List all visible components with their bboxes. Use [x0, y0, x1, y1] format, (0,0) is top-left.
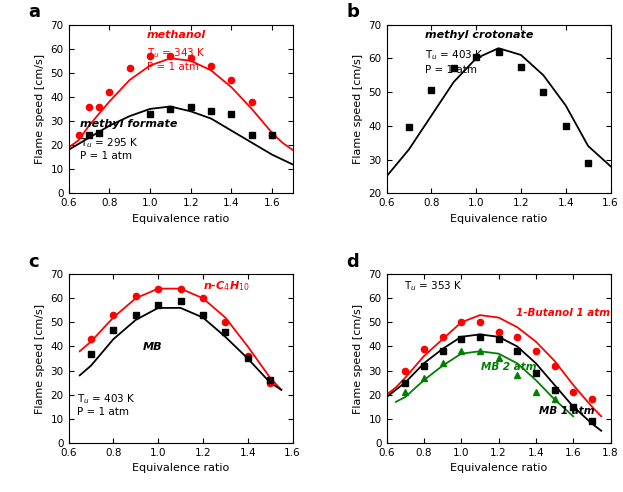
Text: P = 1 atm: P = 1 atm [80, 151, 131, 161]
Text: methanol: methanol [147, 30, 206, 40]
Text: n-C$_4$H$_{10}$: n-C$_4$H$_{10}$ [203, 279, 250, 293]
Text: b: b [346, 3, 359, 21]
Text: MB: MB [143, 341, 162, 352]
Text: 1-Butanol 1 atm: 1-Butanol 1 atm [516, 308, 611, 318]
Text: T$_u$ = 403 K: T$_u$ = 403 K [425, 48, 483, 62]
Text: T$_u$ = 353 K: T$_u$ = 353 K [404, 279, 464, 293]
Text: T$_u$ = 343 K: T$_u$ = 343 K [147, 47, 206, 61]
Text: T$_u$ = 295 K: T$_u$ = 295 K [80, 136, 138, 150]
Text: methyl formate: methyl formate [80, 119, 177, 129]
Text: MB 1 atm: MB 1 atm [539, 406, 594, 416]
X-axis label: Equivalence ratio: Equivalence ratio [450, 463, 547, 473]
Y-axis label: Flame speed [cm/s]: Flame speed [cm/s] [35, 304, 45, 414]
Text: d: d [346, 253, 359, 271]
Y-axis label: Flame speed [cm/s]: Flame speed [cm/s] [353, 304, 363, 414]
Text: methyl crotonate: methyl crotonate [425, 30, 533, 40]
Text: P = 1 atm: P = 1 atm [147, 62, 199, 72]
Text: P = 1 atm: P = 1 atm [425, 65, 477, 75]
Y-axis label: Flame speed [cm/s]: Flame speed [cm/s] [353, 54, 363, 164]
X-axis label: Equivalence ratio: Equivalence ratio [450, 214, 547, 224]
X-axis label: Equivalence ratio: Equivalence ratio [132, 463, 229, 473]
Text: a: a [28, 3, 40, 21]
Text: MB 2 atm: MB 2 atm [480, 362, 536, 372]
Y-axis label: Flame speed [cm/s]: Flame speed [cm/s] [35, 54, 45, 164]
Text: c: c [28, 253, 39, 271]
Text: T$_u$ = 403 K: T$_u$ = 403 K [77, 392, 136, 406]
Text: P = 1 atm: P = 1 atm [77, 407, 130, 417]
X-axis label: Equivalence ratio: Equivalence ratio [132, 214, 229, 224]
